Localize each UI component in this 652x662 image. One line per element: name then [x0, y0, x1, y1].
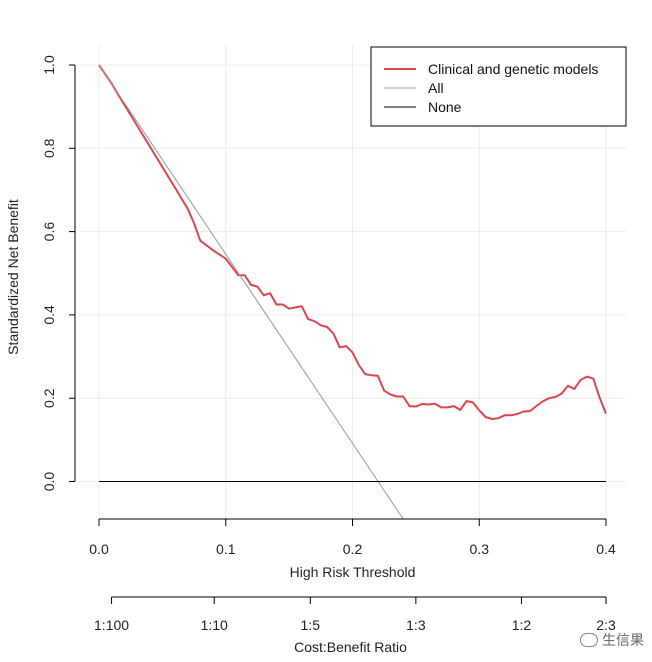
x-axis-title: High Risk Threshold — [290, 564, 416, 580]
secondary-x-tick-label: 1:5 — [301, 617, 321, 633]
legend-label: Clinical and genetic models — [428, 61, 598, 77]
legend: Clinical and genetic models All None — [370, 46, 627, 127]
y-tick-label: 0.4 — [41, 305, 57, 325]
x-tick-label: 0.3 — [470, 541, 490, 557]
legend-box — [370, 46, 627, 127]
secondary-x-tick-label: 1:100 — [94, 617, 129, 633]
watermark: 生信果 — [580, 630, 644, 650]
secondary-x-tick-label: 1:3 — [406, 617, 426, 633]
secondary-x-axis-title: Cost:Benefit Ratio — [294, 639, 407, 655]
axes: 0.0 0.1 0.2 0.3 0.4 0.0 0.2 0.4 0.6 0.8 1.0 1:100 1:… — [41, 55, 616, 633]
y-axis-title: Standardized Net Benefit — [5, 199, 21, 355]
legend-label: None — [428, 99, 462, 115]
secondary-x-tick-label: 1:10 — [201, 617, 228, 633]
y-tick-label: 0.6 — [41, 222, 57, 242]
secondary-x-tick-label: 2:3 — [596, 617, 616, 633]
secondary-x-tick-label: 1:2 — [512, 617, 532, 633]
chat-bubble-icon — [580, 633, 598, 647]
x-tick-label: 0.4 — [596, 541, 616, 557]
y-tick-label: 0.0 — [41, 472, 57, 492]
series-lines — [98, 64, 607, 520]
y-tick-label: 1.0 — [41, 55, 57, 75]
x-tick-label: 0.1 — [216, 541, 236, 557]
x-tick-label: 0.2 — [343, 541, 363, 557]
series-line — [98, 64, 607, 420]
series-line — [98, 64, 404, 520]
legend-label: All — [428, 80, 444, 96]
y-tick-label: 0.2 — [41, 388, 57, 408]
y-tick-label: 0.8 — [41, 138, 57, 158]
x-tick-label: 0.0 — [89, 541, 109, 557]
watermark-text: 生信果 — [602, 633, 644, 649]
